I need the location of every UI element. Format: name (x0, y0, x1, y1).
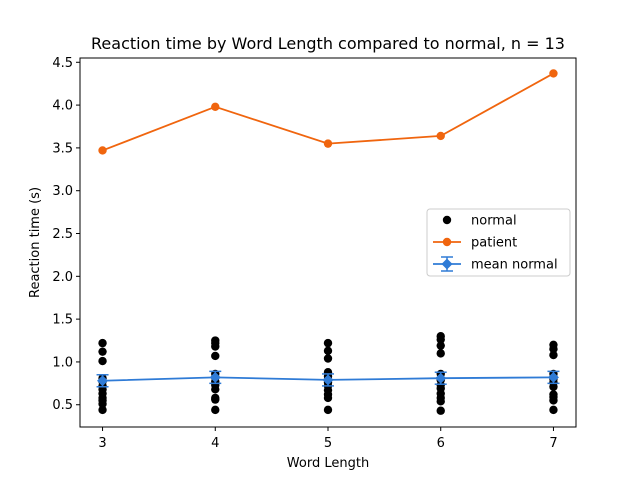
normal-point (549, 396, 558, 405)
normal-point (549, 350, 558, 360)
normal-point (211, 351, 220, 361)
legend-label: patient (471, 236, 517, 251)
mean-normal-point (97, 375, 109, 387)
x-tick-label: 5 (324, 436, 332, 451)
normal-point (98, 356, 107, 366)
normal-point (98, 405, 107, 415)
y-axis-label: Reaction time (s) (28, 187, 43, 298)
normal-point (323, 346, 333, 356)
legend-box (426, 208, 571, 277)
normal-point (436, 397, 445, 406)
normal-point (323, 405, 333, 415)
legend: normal patient mean normal (426, 208, 571, 277)
normal-point (323, 393, 333, 403)
normal-point (436, 335, 445, 344)
patient-point (98, 146, 107, 155)
normal-point (323, 354, 333, 363)
y-tick-label: 0.5 (52, 398, 73, 413)
legend-label: mean normal (471, 258, 558, 273)
x-axis-label: Word Length (287, 456, 369, 471)
normal-point (98, 399, 107, 409)
y-tick-label: 3.0 (52, 184, 73, 199)
patient-point (323, 139, 333, 148)
y-tick-label: 1.0 (52, 355, 73, 370)
x-tick-label: 7 (549, 436, 557, 451)
mean-normal-point (322, 374, 334, 386)
patient-point (211, 102, 220, 112)
y-tick-label: 4.5 (52, 56, 73, 71)
y-tick-label: 2.5 (52, 227, 73, 242)
normal-point (211, 342, 220, 351)
x-tick-label: 6 (437, 436, 445, 451)
mean-normal-point (435, 372, 447, 384)
normal-point (323, 338, 333, 348)
normal-point (211, 405, 220, 415)
y-tick-label: 1.5 (52, 313, 73, 328)
legend-normal-marker (442, 215, 452, 225)
mean-normal-point (209, 371, 221, 383)
chart-title: Reaction time by Word Length compared to… (91, 34, 565, 53)
patient-line (102, 72, 554, 152)
x-tick-label: 3 (98, 436, 106, 451)
legend-label: normal (471, 214, 517, 229)
legend-patient-marker (442, 237, 452, 247)
normal-point (436, 341, 445, 350)
normal-point (436, 349, 445, 358)
normal-point (436, 406, 445, 415)
y-tick-label: 2.0 (52, 270, 73, 285)
x-tick-label: 4 (211, 436, 219, 451)
normal-point (211, 385, 220, 394)
y-tick-label: 4.0 (52, 99, 73, 114)
normal-point (98, 338, 107, 348)
legend-mean-normal-marker (441, 258, 453, 270)
patient-point (549, 69, 558, 78)
y-tick-label: 3.5 (52, 141, 73, 156)
mean-normal-point (547, 371, 559, 383)
normal-point (211, 395, 220, 404)
normal-point (549, 405, 558, 415)
normal-point (549, 344, 558, 354)
normal-point (98, 347, 107, 356)
patient-point (436, 131, 445, 141)
normal-point (549, 382, 558, 391)
